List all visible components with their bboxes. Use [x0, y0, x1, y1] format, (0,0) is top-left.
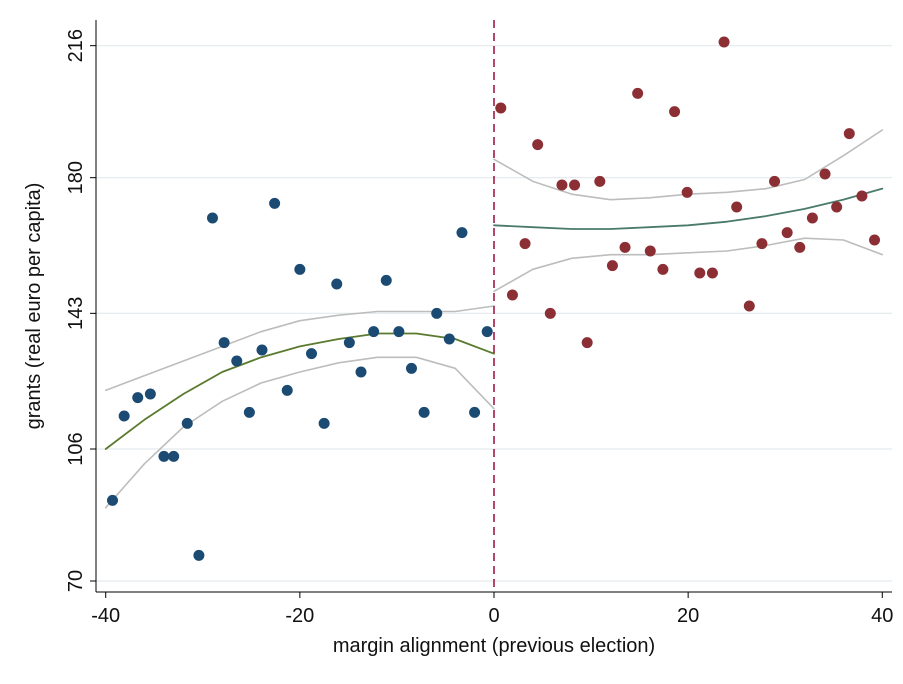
- data-point: [781, 227, 793, 239]
- data-point: [107, 494, 119, 506]
- data-point: [506, 289, 518, 301]
- data-point: [118, 410, 130, 422]
- data-point: [181, 417, 193, 429]
- data-point: [556, 179, 568, 191]
- data-point: [743, 300, 755, 312]
- data-point: [368, 326, 380, 338]
- data-point: [418, 406, 430, 418]
- y-tick-label: 143: [65, 297, 87, 330]
- data-point: [269, 197, 281, 209]
- data-point: [706, 267, 718, 279]
- data-point: [544, 307, 556, 319]
- data-point: [669, 106, 681, 118]
- y-tick-label: 106: [65, 432, 87, 465]
- data-point: [306, 348, 318, 360]
- data-point: [218, 337, 230, 349]
- data-point: [256, 344, 268, 356]
- fit-line: [104, 332, 495, 450]
- data-point: [331, 278, 343, 290]
- data-point: [869, 234, 881, 246]
- y-tick-label: 216: [65, 29, 87, 62]
- data-point: [831, 201, 843, 213]
- data-points: [107, 36, 881, 561]
- confidence-band-line: [104, 356, 495, 509]
- fit-and-ci-lines: [104, 129, 884, 509]
- data-point: [756, 238, 768, 250]
- data-point: [694, 267, 706, 279]
- data-point: [594, 175, 606, 187]
- y-axis-ticks: 70 106 143 180 216: [65, 29, 96, 592]
- data-point: [794, 241, 806, 253]
- x-tick-label: -40: [91, 605, 120, 627]
- data-point: [281, 384, 293, 396]
- x-tick-label: 40: [871, 605, 893, 627]
- x-tick-label: 20: [677, 605, 699, 627]
- data-point: [519, 238, 531, 250]
- data-point: [343, 337, 355, 349]
- data-point: [606, 260, 618, 272]
- data-point: [581, 337, 593, 349]
- x-tick-label: 0: [488, 605, 499, 627]
- data-point: [469, 406, 481, 418]
- data-point: [532, 139, 544, 151]
- data-point: [393, 326, 405, 338]
- data-point: [168, 450, 180, 462]
- data-point: [443, 333, 455, 345]
- data-point: [718, 36, 730, 48]
- data-point: [644, 245, 656, 257]
- data-point: [769, 175, 781, 187]
- data-point: [380, 274, 392, 286]
- y-tick-label: 180: [65, 161, 87, 194]
- x-axis-ticks: -40 -20 0 20 40: [91, 592, 893, 627]
- data-point: [495, 102, 507, 114]
- data-point: [405, 362, 417, 374]
- data-point: [355, 366, 367, 378]
- data-point: [806, 212, 818, 224]
- data-point: [819, 168, 831, 180]
- data-point: [456, 227, 468, 239]
- data-point: [731, 201, 743, 213]
- data-point: [243, 406, 255, 418]
- data-point: [481, 326, 493, 338]
- data-point: [681, 186, 693, 198]
- confidence-band-line: [493, 237, 884, 293]
- data-point: [632, 87, 644, 99]
- x-tick-label: -20: [285, 605, 314, 627]
- data-point: [843, 128, 855, 140]
- data-point: [144, 388, 156, 400]
- data-point: [206, 212, 218, 224]
- confidence-band-line: [104, 305, 495, 392]
- data-point: [132, 392, 144, 404]
- data-point: [856, 190, 868, 202]
- data-point: [619, 241, 631, 253]
- data-point: [318, 417, 330, 429]
- data-point: [431, 307, 443, 319]
- fit-line: [493, 187, 884, 230]
- data-point: [158, 450, 170, 462]
- data-point: [294, 263, 306, 275]
- data-point: [193, 549, 205, 561]
- data-point: [231, 355, 243, 367]
- data-point: [569, 179, 581, 191]
- data-point: [657, 263, 669, 275]
- y-tick-label: 70: [65, 570, 87, 592]
- y-axis-title: grants (real euro per capita): [23, 183, 45, 430]
- x-axis-title: margin alignment (previous election): [333, 635, 655, 657]
